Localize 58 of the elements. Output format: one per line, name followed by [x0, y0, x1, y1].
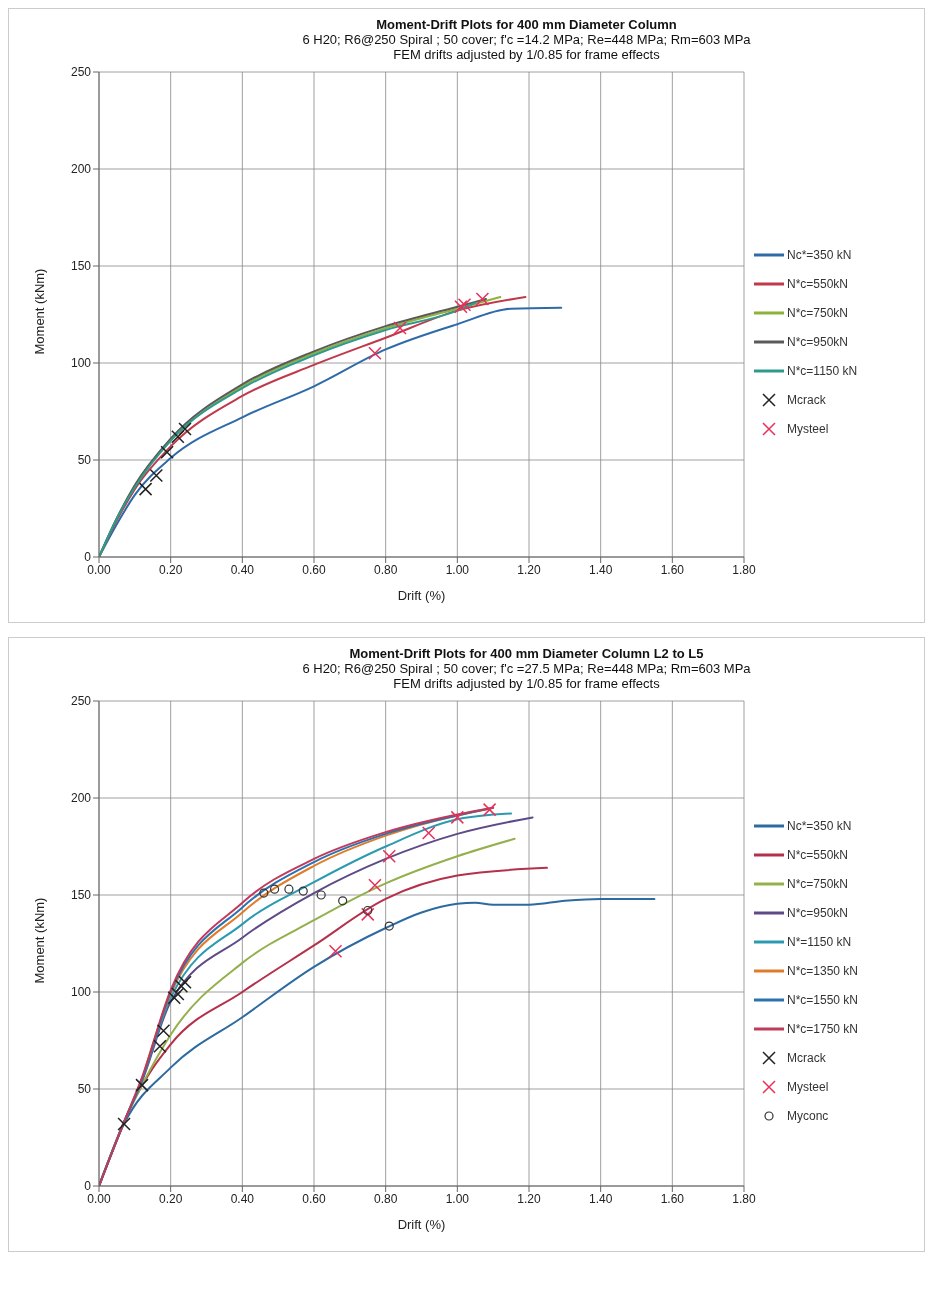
- legend-label: Mysteel: [787, 422, 829, 436]
- x-tick-label: 1.20: [517, 1191, 541, 1206]
- chart-title: Moment-Drift Plots for 400 mm Diameter Column: [375, 17, 678, 32]
- y-tick-label: 250: [70, 694, 92, 709]
- x-tick-label: 1.60: [660, 562, 685, 577]
- legend-label: N*c=1550 kN: [787, 993, 859, 1007]
- x-tick-label: 1.00: [445, 1191, 470, 1206]
- x-tick-label: 1.40: [588, 1191, 613, 1206]
- x-axis-title: Drift (%): [397, 1217, 446, 1232]
- x-tick-label: 1.60: [660, 1191, 685, 1206]
- x-tick-label: 0.80: [373, 562, 398, 577]
- x-tick-label: 1.00: [445, 562, 470, 577]
- chart-title: Moment-Drift Plots for 400 mm Diameter Column L2 to L5: [348, 646, 705, 661]
- legend-label: Mcrack: [787, 1051, 826, 1065]
- x-tick-label: 0.40: [230, 562, 255, 577]
- y-tick-label: 100: [70, 356, 92, 371]
- y-axis-title: Moment (kNm): [31, 268, 47, 355]
- y-tick-label: 150: [70, 888, 92, 903]
- x-tick-label: 1.20: [517, 562, 541, 577]
- y-tick-label: 0: [84, 550, 92, 565]
- x-tick-label: 0.40: [230, 1191, 255, 1206]
- y-tick-label: 50: [77, 1082, 92, 1097]
- y-tick-label: 200: [70, 791, 92, 806]
- y-axis-title: Moment (kNm): [31, 897, 47, 984]
- x-tick-label: 0.00: [87, 1191, 111, 1206]
- x-tick-label: 1.80: [732, 562, 756, 577]
- y-tick-label: 200: [70, 162, 92, 177]
- legend-label: N*=1150 kN: [787, 935, 852, 949]
- x-tick-label: 0.60: [302, 1191, 326, 1206]
- chart-subtitle: 6 H20; R6@250 Spiral ; 50 cover; f'c =14.2 MPa; Re=448 MPa; Rm=603 MPa FEM drifts adjusted by 1/0.85 for frame effects: [301, 32, 752, 62]
- legend-label: N*c=750kN: [787, 306, 849, 320]
- y-tick-label: 50: [77, 453, 92, 468]
- legend-label: Nc*=350 kN: [787, 819, 852, 833]
- legend-label: N*c=950kN: [787, 335, 849, 349]
- x-tick-label: 1.40: [588, 562, 613, 577]
- legend-label: Mysteel: [787, 1080, 829, 1094]
- legend-label: N*c=1150 kN: [787, 364, 858, 378]
- legend-label: N*c=750kN: [787, 877, 849, 891]
- legend-label: Nc*=350 kN: [787, 248, 852, 262]
- y-tick-label: 250: [70, 65, 92, 80]
- legend-label: Mcrack: [787, 393, 826, 407]
- x-tick-label: 0.20: [158, 562, 183, 577]
- x-axis-title: Drift (%): [397, 588, 446, 603]
- y-tick-label: 0: [84, 1179, 92, 1194]
- x-tick-label: 0.20: [158, 1191, 183, 1206]
- y-tick-label: 100: [70, 985, 92, 1000]
- chart-subtitle: 6 H20; R6@250 Spiral ; 50 cover; f'c =27.5 MPa; Re=448 MPa; Rm=603 MPa FEM drifts adjusted by 1/0.85 for frame effects: [301, 661, 752, 691]
- legend-label: Myconc: [787, 1109, 829, 1123]
- legend-label: N*c=1750 kN: [787, 1022, 859, 1036]
- legend-label: N*c=550kN: [787, 277, 849, 291]
- x-tick-label: 0.80: [373, 1191, 398, 1206]
- x-tick-label: 1.80: [732, 1191, 756, 1206]
- x-tick-label: 0.60: [302, 562, 326, 577]
- y-tick-label: 150: [70, 259, 92, 274]
- legend-label: N*c=1350 kN: [787, 964, 859, 978]
- x-tick-label: 0.00: [87, 562, 111, 577]
- legend-label: N*c=950kN: [787, 906, 849, 920]
- legend-label: N*c=550kN: [787, 848, 849, 862]
